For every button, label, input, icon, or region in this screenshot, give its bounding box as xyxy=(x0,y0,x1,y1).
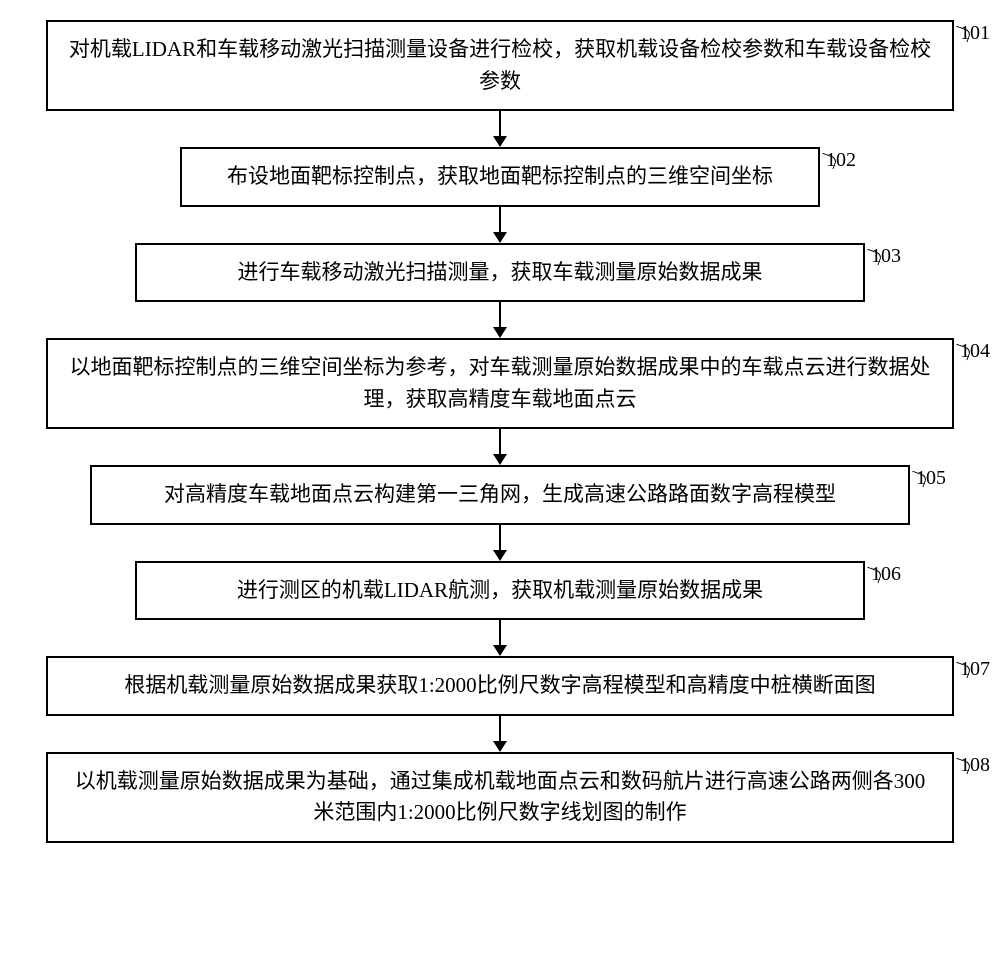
step-text: 根据机载测量原始数据成果获取1:2000比例尺数字高程模型和高精度中桩横断面图 xyxy=(124,670,875,702)
step-text: 以机载测量原始数据成果为基础，通过集成机载地面点云和数码航片进行高速公路两侧各3… xyxy=(68,766,932,829)
step-label: 105 xyxy=(916,463,946,493)
step-label: 101 xyxy=(960,18,990,48)
arrow-down-icon xyxy=(493,302,507,338)
step-label: 108 xyxy=(960,750,990,780)
arrow-down-icon xyxy=(493,207,507,243)
step-box-108: 以机载测量原始数据成果为基础，通过集成机载地面点云和数码航片进行高速公路两侧各3… xyxy=(46,752,954,843)
arrow-down-icon xyxy=(493,716,507,752)
step-wrapper-104: 以地面靶标控制点的三维空间坐标为参考，对车载测量原始数据成果中的车载点云进行数据… xyxy=(30,338,970,465)
step-box-103: 进行车载移动激光扫描测量，获取车载测量原始数据成果 103 xyxy=(135,243,865,303)
step-box-107: 根据机载测量原始数据成果获取1:2000比例尺数字高程模型和高精度中桩横断面图 … xyxy=(46,656,954,716)
step-box-105: 对高精度车载地面点云构建第一三角网，生成高速公路路面数字高程模型 105 xyxy=(90,465,910,525)
step-box-101: 对机载LIDAR和车载移动激光扫描测量设备进行检校，获取机载设备检校参数和车载设… xyxy=(46,20,954,111)
step-label: 106 xyxy=(871,559,901,589)
step-text: 布设地面靶标控制点，获取地面靶标控制点的三维空间坐标 xyxy=(227,161,773,193)
step-text: 对高精度车载地面点云构建第一三角网，生成高速公路路面数字高程模型 xyxy=(164,479,836,511)
step-label: 107 xyxy=(960,654,990,684)
step-wrapper-105: 对高精度车载地面点云构建第一三角网，生成高速公路路面数字高程模型 105 xyxy=(30,465,970,561)
step-wrapper-102: 布设地面靶标控制点，获取地面靶标控制点的三维空间坐标 102 xyxy=(30,147,970,243)
arrow-down-icon xyxy=(493,525,507,561)
arrow-down-icon xyxy=(493,620,507,656)
step-box-102: 布设地面靶标控制点，获取地面靶标控制点的三维空间坐标 102 xyxy=(180,147,820,207)
step-text: 进行车载移动激光扫描测量，获取车载测量原始数据成果 xyxy=(238,257,763,289)
step-label: 102 xyxy=(826,145,856,175)
step-wrapper-101: 对机载LIDAR和车载移动激光扫描测量设备进行检校，获取机载设备检校参数和车载设… xyxy=(30,20,970,147)
step-wrapper-107: 根据机载测量原始数据成果获取1:2000比例尺数字高程模型和高精度中桩横断面图 … xyxy=(30,656,970,752)
step-wrapper-108: 以机载测量原始数据成果为基础，通过集成机载地面点云和数码航片进行高速公路两侧各3… xyxy=(30,752,970,843)
step-label: 104 xyxy=(960,336,990,366)
flowchart-container: 对机载LIDAR和车载移动激光扫描测量设备进行检校，获取机载设备检校参数和车载设… xyxy=(30,20,970,843)
arrow-down-icon xyxy=(493,429,507,465)
step-text: 进行测区的机载LIDAR航测，获取机载测量原始数据成果 xyxy=(237,575,763,607)
step-box-104: 以地面靶标控制点的三维空间坐标为参考，对车载测量原始数据成果中的车载点云进行数据… xyxy=(46,338,954,429)
step-text: 对机载LIDAR和车载移动激光扫描测量设备进行检校，获取机载设备检校参数和车载设… xyxy=(68,34,932,97)
step-box-106: 进行测区的机载LIDAR航测，获取机载测量原始数据成果 106 xyxy=(135,561,865,621)
arrow-down-icon xyxy=(493,111,507,147)
step-text: 以地面靶标控制点的三维空间坐标为参考，对车载测量原始数据成果中的车载点云进行数据… xyxy=(68,352,932,415)
step-wrapper-106: 进行测区的机载LIDAR航测，获取机载测量原始数据成果 106 xyxy=(30,561,970,657)
step-wrapper-103: 进行车载移动激光扫描测量，获取车载测量原始数据成果 103 xyxy=(30,243,970,339)
step-label: 103 xyxy=(871,241,901,271)
